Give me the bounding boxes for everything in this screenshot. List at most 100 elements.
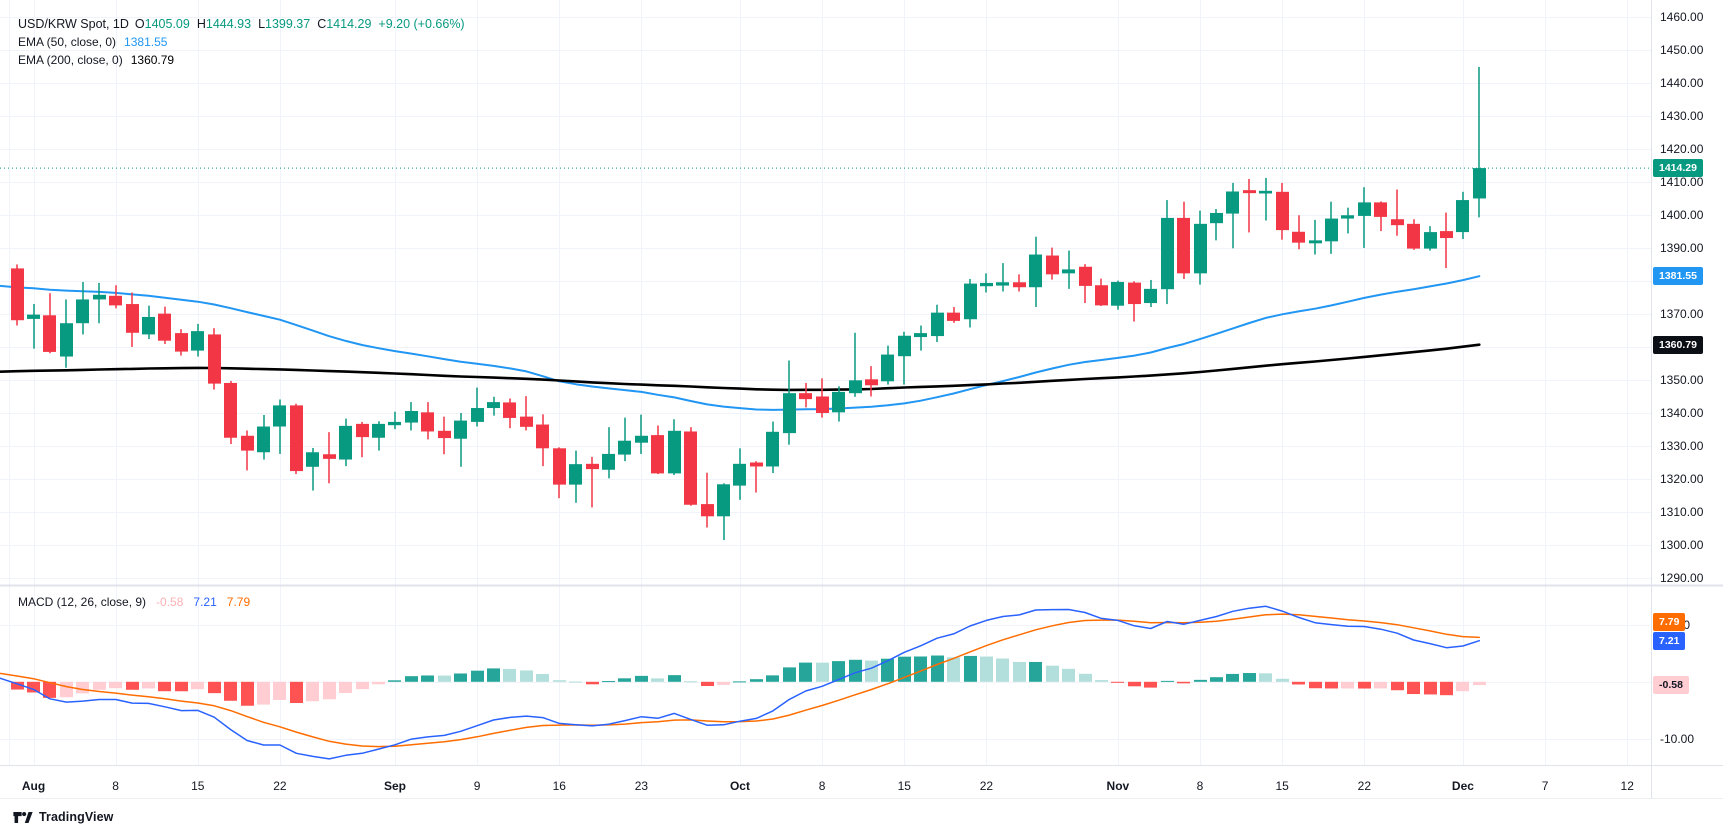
candle-wick [1445, 212, 1447, 269]
macd-histogram-bar [684, 681, 697, 683]
candle-body [980, 282, 993, 287]
candle-body [1144, 288, 1157, 304]
axis-badge-7.21: 7.21 [1653, 631, 1686, 650]
macd-histogram-bar [1292, 681, 1305, 685]
candle-body [356, 423, 369, 438]
change-value: +9.20 (+0.66%) [378, 17, 465, 31]
macd-histogram-bar [931, 655, 944, 682]
macd-histogram-bar [651, 678, 664, 682]
candle-wick [903, 331, 905, 385]
macd-histogram-bar [158, 681, 171, 692]
candle-body [471, 408, 484, 422]
candle-body [1391, 219, 1404, 226]
candle-body [208, 334, 221, 384]
macd-histogram-bar [1440, 681, 1453, 696]
symbol-title: USD/KRW Spot, 1D [18, 17, 129, 31]
macd-histogram-bar [224, 681, 237, 701]
ema200-legend-row[interactable]: EMA (200, close, 0) 1360.79 [18, 53, 174, 67]
candle-body [996, 282, 1009, 286]
price-axis-label: 1390.00 [1660, 241, 1704, 256]
candle-wick [640, 414, 642, 454]
candle-body [1276, 191, 1289, 231]
macd-histogram-bar [1276, 678, 1289, 682]
time-axis-label: 15 [897, 779, 911, 793]
candle-body [799, 393, 812, 400]
macd-histogram-bar [1407, 681, 1420, 695]
macd-histogram-bar [1194, 679, 1207, 682]
candle-body [306, 452, 319, 467]
candle-body [1309, 240, 1322, 244]
time-axis-label: 23 [634, 779, 649, 793]
time-gridline [1463, 0, 1464, 765]
macd-histogram-bar [126, 681, 139, 690]
time-axis-label: 22 [979, 779, 994, 793]
macd-histogram-bar [914, 656, 927, 682]
macd-histogram-bar [273, 681, 286, 700]
macd-hist-value: -0.58 [156, 594, 184, 609]
ema50-legend-row[interactable]: EMA (50, close, 0) 1381.55 [18, 35, 167, 49]
low-value: 1399.37 [265, 17, 311, 31]
candle-wick [920, 325, 922, 351]
candle-body [1194, 223, 1207, 274]
tradingview-logo[interactable]: TradingView [13, 810, 114, 824]
candle-wick [624, 417, 626, 462]
axis-badge-1381.55: 1381.55 [1653, 267, 1703, 286]
price-gridline [0, 248, 1651, 249]
macd-histogram-bar [701, 681, 714, 687]
price-gridline [0, 380, 1651, 381]
macd-histogram-bar [306, 681, 319, 702]
macd-legend-row[interactable]: MACD (12, 26, close, 9) -0.58 7.21 7.79 [18, 595, 260, 609]
candle-body [290, 405, 303, 472]
macd-histogram-bar [471, 670, 484, 682]
price-gridline [0, 347, 1651, 348]
macd-histogram-bar [421, 675, 434, 682]
macd-histogram-bar [799, 662, 812, 682]
open-key: O [134, 17, 145, 31]
candle-body [438, 430, 451, 439]
macd-histogram-bar [208, 681, 221, 694]
symbol-legend-row[interactable]: USD/KRW Spot, 1D O1405.09 H1444.93 L1399.37… [18, 17, 465, 31]
pane-separator [0, 584, 1723, 587]
candle-wick [1265, 177, 1267, 221]
high-value: 1444.93 [205, 17, 252, 31]
macd-histogram-bar [520, 670, 533, 682]
candle-wick [1347, 207, 1349, 234]
macd-histogram-bar [1309, 681, 1322, 689]
candle-body [93, 294, 106, 300]
macd-histogram-bar [454, 673, 467, 682]
macd-histogram-bar [816, 662, 829, 682]
candle-body [257, 426, 270, 453]
candle-body [11, 268, 24, 321]
time-axis-label: Sep [383, 779, 406, 793]
candle-body [635, 435, 648, 443]
price-gridline [0, 545, 1651, 546]
macd-histogram-bar [76, 681, 89, 694]
close-value: 1414.29 [326, 17, 372, 31]
macd-histogram-bar [668, 675, 681, 682]
macd-histogram-bar [356, 681, 369, 690]
time-gridline [559, 0, 560, 765]
candle-body [191, 331, 204, 351]
candle-body [816, 396, 829, 413]
candle-body [1226, 191, 1239, 214]
candle-body [750, 462, 763, 467]
candle-body [1029, 254, 1042, 288]
candle-body [536, 424, 549, 449]
candle-body [1210, 212, 1223, 224]
candle-wick [854, 332, 856, 397]
candle-wick [361, 421, 363, 458]
macd-histogram-bar [635, 675, 648, 682]
macd-histogram-bar [717, 681, 730, 685]
macd-label: MACD (12, 26, close, 9) [18, 594, 147, 609]
candle-body [323, 454, 336, 459]
macd-histogram-bar [1424, 681, 1437, 695]
candle-body [947, 312, 960, 321]
time-axis-label: Dec [1451, 779, 1474, 793]
candle-body [569, 464, 582, 485]
candle-body [1046, 255, 1059, 275]
time-gridline [1627, 0, 1628, 765]
candle-body [1440, 231, 1453, 239]
macd-histogram-bar [1046, 665, 1059, 682]
macd-histogram-bar [60, 681, 73, 698]
